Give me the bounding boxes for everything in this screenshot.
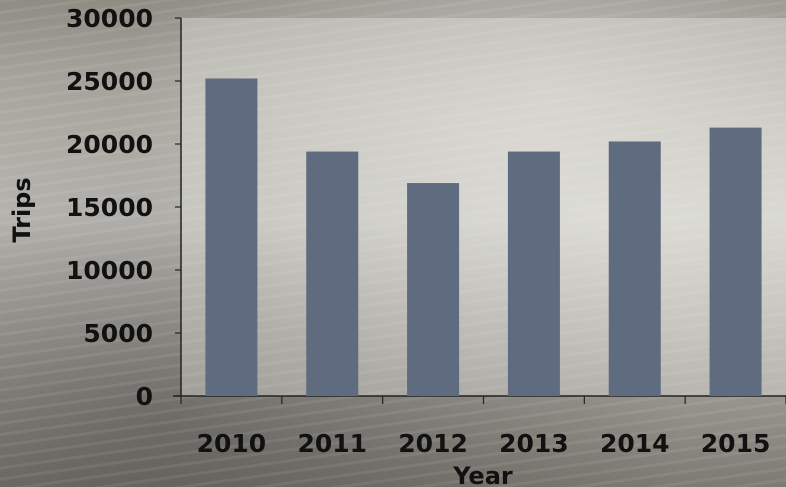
x-tick-label: 2014 (600, 429, 670, 458)
bar-2012 (407, 183, 460, 396)
bar-2011 (306, 151, 359, 396)
y-axis (175, 17, 182, 397)
tick-labels: 0 5000 10000 15000 20000 25000 30000 2010 2011 20… (66, 4, 770, 458)
y-tick-label: 10000 (66, 256, 153, 285)
bar-2014 (608, 141, 661, 396)
bar-2015 (709, 127, 762, 397)
y-axis-title: Trips (8, 177, 36, 242)
bars (205, 78, 762, 397)
y-tick-label: 0 (136, 382, 153, 411)
x-axis (173, 395, 786, 404)
x-tick-label: 2015 (701, 429, 771, 458)
x-tick-label: 2012 (398, 429, 468, 458)
x-tick-label: 2011 (297, 429, 367, 458)
y-tick-label: 20000 (66, 130, 153, 159)
x-axis-title: Year (452, 462, 513, 487)
x-tick-label: 2013 (499, 429, 569, 458)
y-tick-label: 15000 (66, 193, 153, 222)
y-tick-label: 30000 (66, 4, 153, 33)
x-tick-label: 2010 (197, 429, 267, 458)
plot-area (181, 18, 786, 396)
y-tick-label: 5000 (83, 319, 153, 348)
bar-2013 (507, 151, 560, 396)
y-tick-label: 25000 (66, 67, 153, 96)
bar-2010 (205, 78, 258, 396)
